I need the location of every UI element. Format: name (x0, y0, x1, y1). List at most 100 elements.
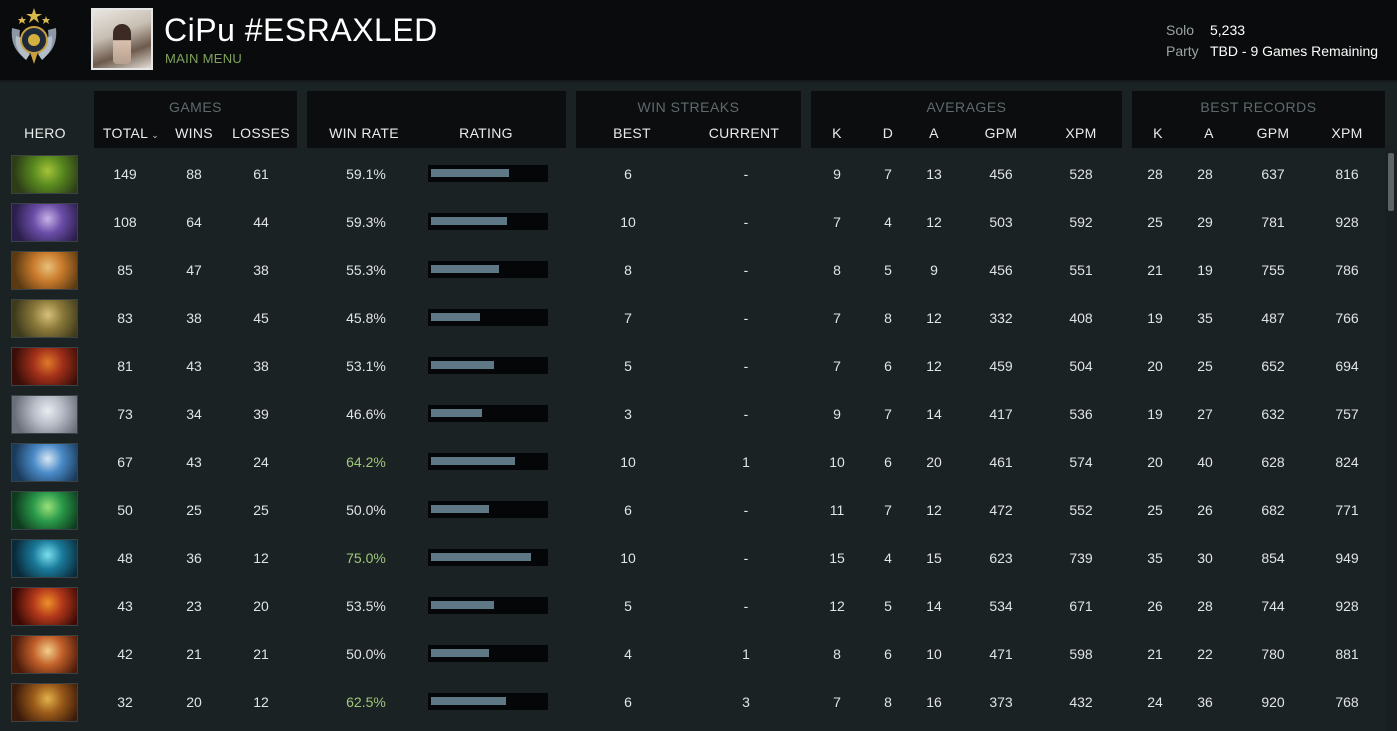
record-xpm: 694 (1335, 358, 1359, 374)
total-games: 108 (113, 214, 137, 230)
avg-deaths: 8 (884, 694, 892, 710)
table-row[interactable]: 85 47 38 55.3% 8-8 5 9 456 551 21 19 755 786 (0, 246, 1385, 294)
col-best-streak[interactable]: BEST (613, 125, 651, 141)
col-avg-xpm[interactable]: XPM (1065, 125, 1097, 141)
table-row[interactable]: 43 23 20 53.5% 5 - 12 5 14 534 671 26 28 744 928 (0, 582, 1385, 630)
record-xpm: 949 (1335, 550, 1359, 566)
wins: 36 (186, 550, 202, 566)
avg-xpm: 528 (1069, 166, 1093, 182)
hero-portrait[interactable] (11, 587, 78, 626)
streaks-group-title: WIN STREAKS (637, 99, 740, 115)
hero-portrait[interactable] (11, 443, 78, 482)
avg-deaths: 4 (884, 214, 892, 230)
table-row[interactable]: 81 43 38 53.1% 5 - 7 6 12 459 504 20 25 652 694 (0, 342, 1385, 390)
win-rate: 59.1% (346, 166, 386, 182)
record-xpm: 771 (1335, 502, 1359, 518)
rating-bar-fill (431, 313, 480, 321)
best-streak: 6 (624, 166, 632, 182)
main-menu-link[interactable]: MAIN MENU (165, 51, 243, 66)
avg-assists: 12 (926, 214, 942, 230)
col-rec-xpm[interactable]: XPM (1331, 125, 1363, 141)
avg-deaths: 6 (884, 646, 892, 662)
record-xpm: 928 (1335, 598, 1359, 614)
col-rating[interactable]: RATING (459, 125, 513, 141)
rating-bar-fill (431, 553, 531, 561)
avg-xpm: 739 (1069, 550, 1093, 566)
table-row[interactable]: 42 21 21 50.0% 4 1 8 6 10 471 598 21 22 780 881 (0, 630, 1385, 678)
current-streak: 3 (742, 694, 750, 710)
col-avg-kills[interactable]: K (832, 125, 842, 141)
col-rec-kills[interactable]: K (1153, 125, 1163, 141)
avg-kills: 7 (833, 694, 841, 710)
col-wins[interactable]: WINS (175, 125, 213, 141)
avg-xpm: 408 (1069, 310, 1093, 326)
rating-bar-fill (431, 649, 489, 657)
current-streak: - (743, 262, 749, 278)
hero-portrait[interactable] (11, 635, 78, 674)
col-win-rate[interactable]: WIN RATE (329, 125, 399, 141)
party-value: TBD - 9 Games Remaining (1210, 43, 1379, 59)
col-current-streak[interactable]: CURRENT (708, 125, 780, 141)
rating-bar-fill (431, 505, 489, 513)
col-hero[interactable]: HERO (24, 125, 66, 141)
avg-gpm: 417 (989, 406, 1013, 422)
table-row[interactable]: 73 34 39 46.6% 3 - 9 7 14 417 536 19 27 632 757 (0, 390, 1385, 438)
table-row[interactable]: 149 88 61 59.1% 6 - 9 7 13 456 528 28 28 637 816 (0, 150, 1385, 198)
record-gpm: 744 (1261, 598, 1285, 614)
avg-gpm: 461 (989, 454, 1013, 470)
record-kills: 19 (1147, 310, 1163, 326)
avg-assists: 10 (926, 646, 942, 662)
avg-kills: 8 (833, 262, 841, 278)
total-games: 50 (117, 502, 133, 518)
record-gpm: 652 (1261, 358, 1285, 374)
table-row[interactable]: 50 25 25 50.0% 6 - 11 7 12 472 552 25 26 682 771 (0, 486, 1385, 534)
hero-portrait[interactable] (11, 491, 78, 530)
avg-kills: 15 (829, 550, 845, 566)
col-losses[interactable]: LOSSES (232, 125, 290, 141)
avg-assists: 16 (926, 694, 942, 710)
hero-portrait[interactable] (11, 347, 78, 386)
hero-portrait[interactable] (11, 539, 78, 578)
scrollbar-thumb[interactable] (1388, 153, 1394, 211)
win-rate: 53.1% (346, 358, 386, 374)
avg-gpm: 503 (989, 214, 1013, 230)
record-assists: 19 (1197, 262, 1213, 278)
wins: 34 (186, 406, 202, 422)
avg-assists: 20 (926, 454, 942, 470)
hero-portrait[interactable] (11, 251, 78, 290)
table-row[interactable]: 48 36 12 75.0% 10 - 15 4 15 623 739 35 30 854 949 (0, 534, 1385, 582)
record-xpm: 768 (1335, 694, 1359, 710)
solo-value: 5,233 (1210, 22, 1246, 38)
record-kills: 21 (1147, 262, 1163, 278)
record-kills: 26 (1147, 598, 1163, 614)
record-gpm: 780 (1261, 646, 1285, 662)
best-streak: 10 (620, 454, 636, 470)
table-row[interactable]: 83 38 45 45.8% 7 - 7 8 12 332 408 19 35 487 766 (0, 294, 1385, 342)
avg-gpm: 471 (989, 646, 1013, 662)
rating-bar-fill (431, 409, 482, 417)
avatar[interactable] (91, 8, 153, 70)
col-avg-deaths[interactable]: D (882, 125, 894, 141)
record-kills: 28 (1147, 166, 1163, 182)
col-total[interactable]: TOTAL ⌄ (96, 125, 166, 141)
current-streak: - (743, 166, 749, 182)
col-avg-gpm[interactable]: GPM (984, 125, 1018, 141)
col-avg-assists[interactable]: A (929, 125, 939, 141)
avg-assists: 14 (926, 406, 942, 422)
table-row[interactable]: 108 64 44 59.3% 10 - 7 4 12 503 592 25 29 781 928 (0, 198, 1385, 246)
hero-portrait[interactable] (11, 683, 78, 722)
wins: 25 (186, 502, 202, 518)
col-rec-gpm[interactable]: GPM (1256, 125, 1290, 141)
rating-bar (428, 549, 548, 566)
scrollbar[interactable] (1385, 150, 1397, 731)
hero-portrait[interactable] (11, 299, 78, 338)
table-row[interactable]: 32 20 12 62.5% 6 3 7 8 16 373 432 24 36 920 768 (0, 678, 1385, 726)
avg-kills: 9 (833, 406, 841, 422)
col-rec-assists[interactable]: A (1204, 125, 1214, 141)
record-xpm: 824 (1335, 454, 1359, 470)
table-row[interactable]: 67 43 24 64.2% 10 1 10 6 20 461 574 20 40 628 824 (0, 438, 1385, 486)
hero-portrait[interactable] (11, 203, 78, 242)
hero-portrait[interactable] (11, 155, 78, 194)
hero-portrait[interactable] (11, 395, 78, 434)
avg-xpm: 574 (1069, 454, 1093, 470)
